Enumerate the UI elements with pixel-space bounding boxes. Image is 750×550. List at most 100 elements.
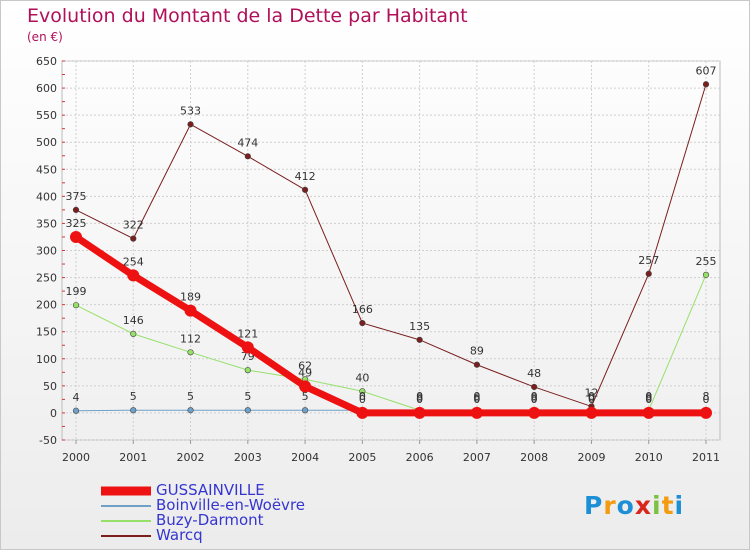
data-label: 255: [696, 255, 717, 268]
y-tick-label: -50: [39, 434, 57, 447]
data-label: 0: [416, 393, 423, 406]
data-point: [244, 407, 251, 414]
data-point: [130, 330, 137, 337]
data-point: [301, 186, 309, 193]
legend-label: Warcq: [156, 526, 203, 544]
x-tick-label: 2008: [520, 451, 548, 464]
data-label: 0: [588, 391, 595, 404]
logo-letter: t: [661, 491, 675, 520]
data-point: [702, 271, 710, 278]
logo-letter: r: [603, 491, 617, 520]
y-tick-label: 400: [36, 190, 57, 203]
data-label: 112: [180, 332, 201, 345]
x-tick-label: 2007: [463, 451, 491, 464]
data-label: 8: [416, 391, 423, 404]
data-label: 199: [66, 285, 87, 298]
y-tick-label: 600: [36, 82, 57, 95]
data-point: [356, 406, 369, 419]
legend-label: GUSSAINVILLE: [156, 481, 265, 499]
data-label: 0: [473, 393, 480, 406]
y-tick-label: 500: [36, 136, 57, 149]
data-point: [702, 81, 710, 88]
data-point: [700, 406, 712, 419]
chart-title: Evolution du Montant de la Dette par Hab…: [27, 5, 468, 27]
y-tick-label: 650: [36, 55, 57, 68]
data-label: 5: [130, 390, 137, 403]
data-label: 166: [352, 303, 373, 316]
data-label: 121: [237, 327, 258, 340]
data-point: [642, 406, 655, 419]
legend-label: Boinville-en-Woëvre: [156, 496, 306, 514]
chart-subtitle: (en €): [27, 30, 63, 44]
legend-swatch: [101, 504, 151, 507]
data-point: [470, 406, 483, 419]
y-tick-label: 350: [36, 217, 57, 230]
data-label: 135: [409, 320, 430, 333]
data-label: 0: [416, 390, 423, 403]
data-point: [72, 302, 80, 309]
data-point: [244, 153, 251, 160]
logo-letter: i: [674, 491, 685, 520]
data-label: 189: [180, 291, 201, 304]
logo-letter: i: [652, 491, 662, 520]
data-point: [130, 407, 137, 414]
legend-swatch: [101, 519, 151, 522]
data-label: 254: [123, 255, 144, 268]
legend-label: Buzy-Darmont: [156, 511, 264, 529]
series-line: [74, 234, 706, 417]
data-label: 0: [531, 390, 538, 403]
data-label: 607: [696, 64, 717, 77]
data-label: 0: [588, 390, 595, 403]
y-tick-label: 100: [36, 353, 57, 366]
data-point: [127, 269, 140, 282]
y-tick-label: 250: [36, 272, 57, 285]
data-point: [187, 121, 194, 128]
series-line: [75, 84, 707, 407]
data-point: [70, 230, 82, 243]
data-point: [531, 383, 538, 391]
y-tick-label: 150: [36, 326, 57, 339]
data-point: [585, 406, 598, 419]
data-label: 0: [473, 390, 480, 403]
y-tick-label: 0: [50, 407, 57, 420]
data-label: 5: [187, 390, 194, 403]
x-tick-label: 2010: [635, 451, 663, 464]
data-label: 4: [73, 391, 80, 404]
data-label: 8: [645, 391, 652, 404]
data-label: 62: [298, 359, 312, 372]
y-tick-label: 550: [36, 109, 57, 122]
data-label: 0: [703, 393, 710, 406]
data-label: 0: [588, 393, 595, 406]
x-tick-label: 2009: [577, 451, 605, 464]
data-label: 257: [638, 254, 659, 267]
data-point: [299, 380, 312, 393]
data-point: [244, 367, 251, 374]
data-point: [416, 336, 423, 343]
y-tick-label: 200: [36, 299, 57, 312]
legend-swatch: [101, 534, 151, 537]
data-label: 8: [531, 391, 538, 404]
legend-swatch: [101, 486, 151, 495]
data-label: 6: [473, 391, 480, 404]
data-label: 0: [531, 393, 538, 406]
data-point: [645, 270, 652, 277]
proxiti-logo[interactable]: Proxiti: [584, 491, 684, 520]
data-point: [187, 349, 194, 356]
data-point: [359, 319, 366, 327]
data-point: [184, 304, 197, 317]
logo-letter: P: [584, 491, 604, 520]
data-point: [72, 407, 80, 414]
data-point: [473, 361, 481, 368]
y-tick-label: 300: [36, 245, 57, 258]
data-label: 0: [359, 393, 366, 406]
y-tick-label: 450: [36, 163, 57, 176]
logo-letter: x: [634, 491, 652, 520]
data-label: 0: [645, 390, 652, 403]
data-label: 0: [359, 390, 366, 403]
data-point: [72, 206, 80, 213]
data-point: [528, 406, 541, 419]
x-tick-label: 2002: [177, 451, 205, 464]
data-label: 5: [244, 390, 251, 403]
